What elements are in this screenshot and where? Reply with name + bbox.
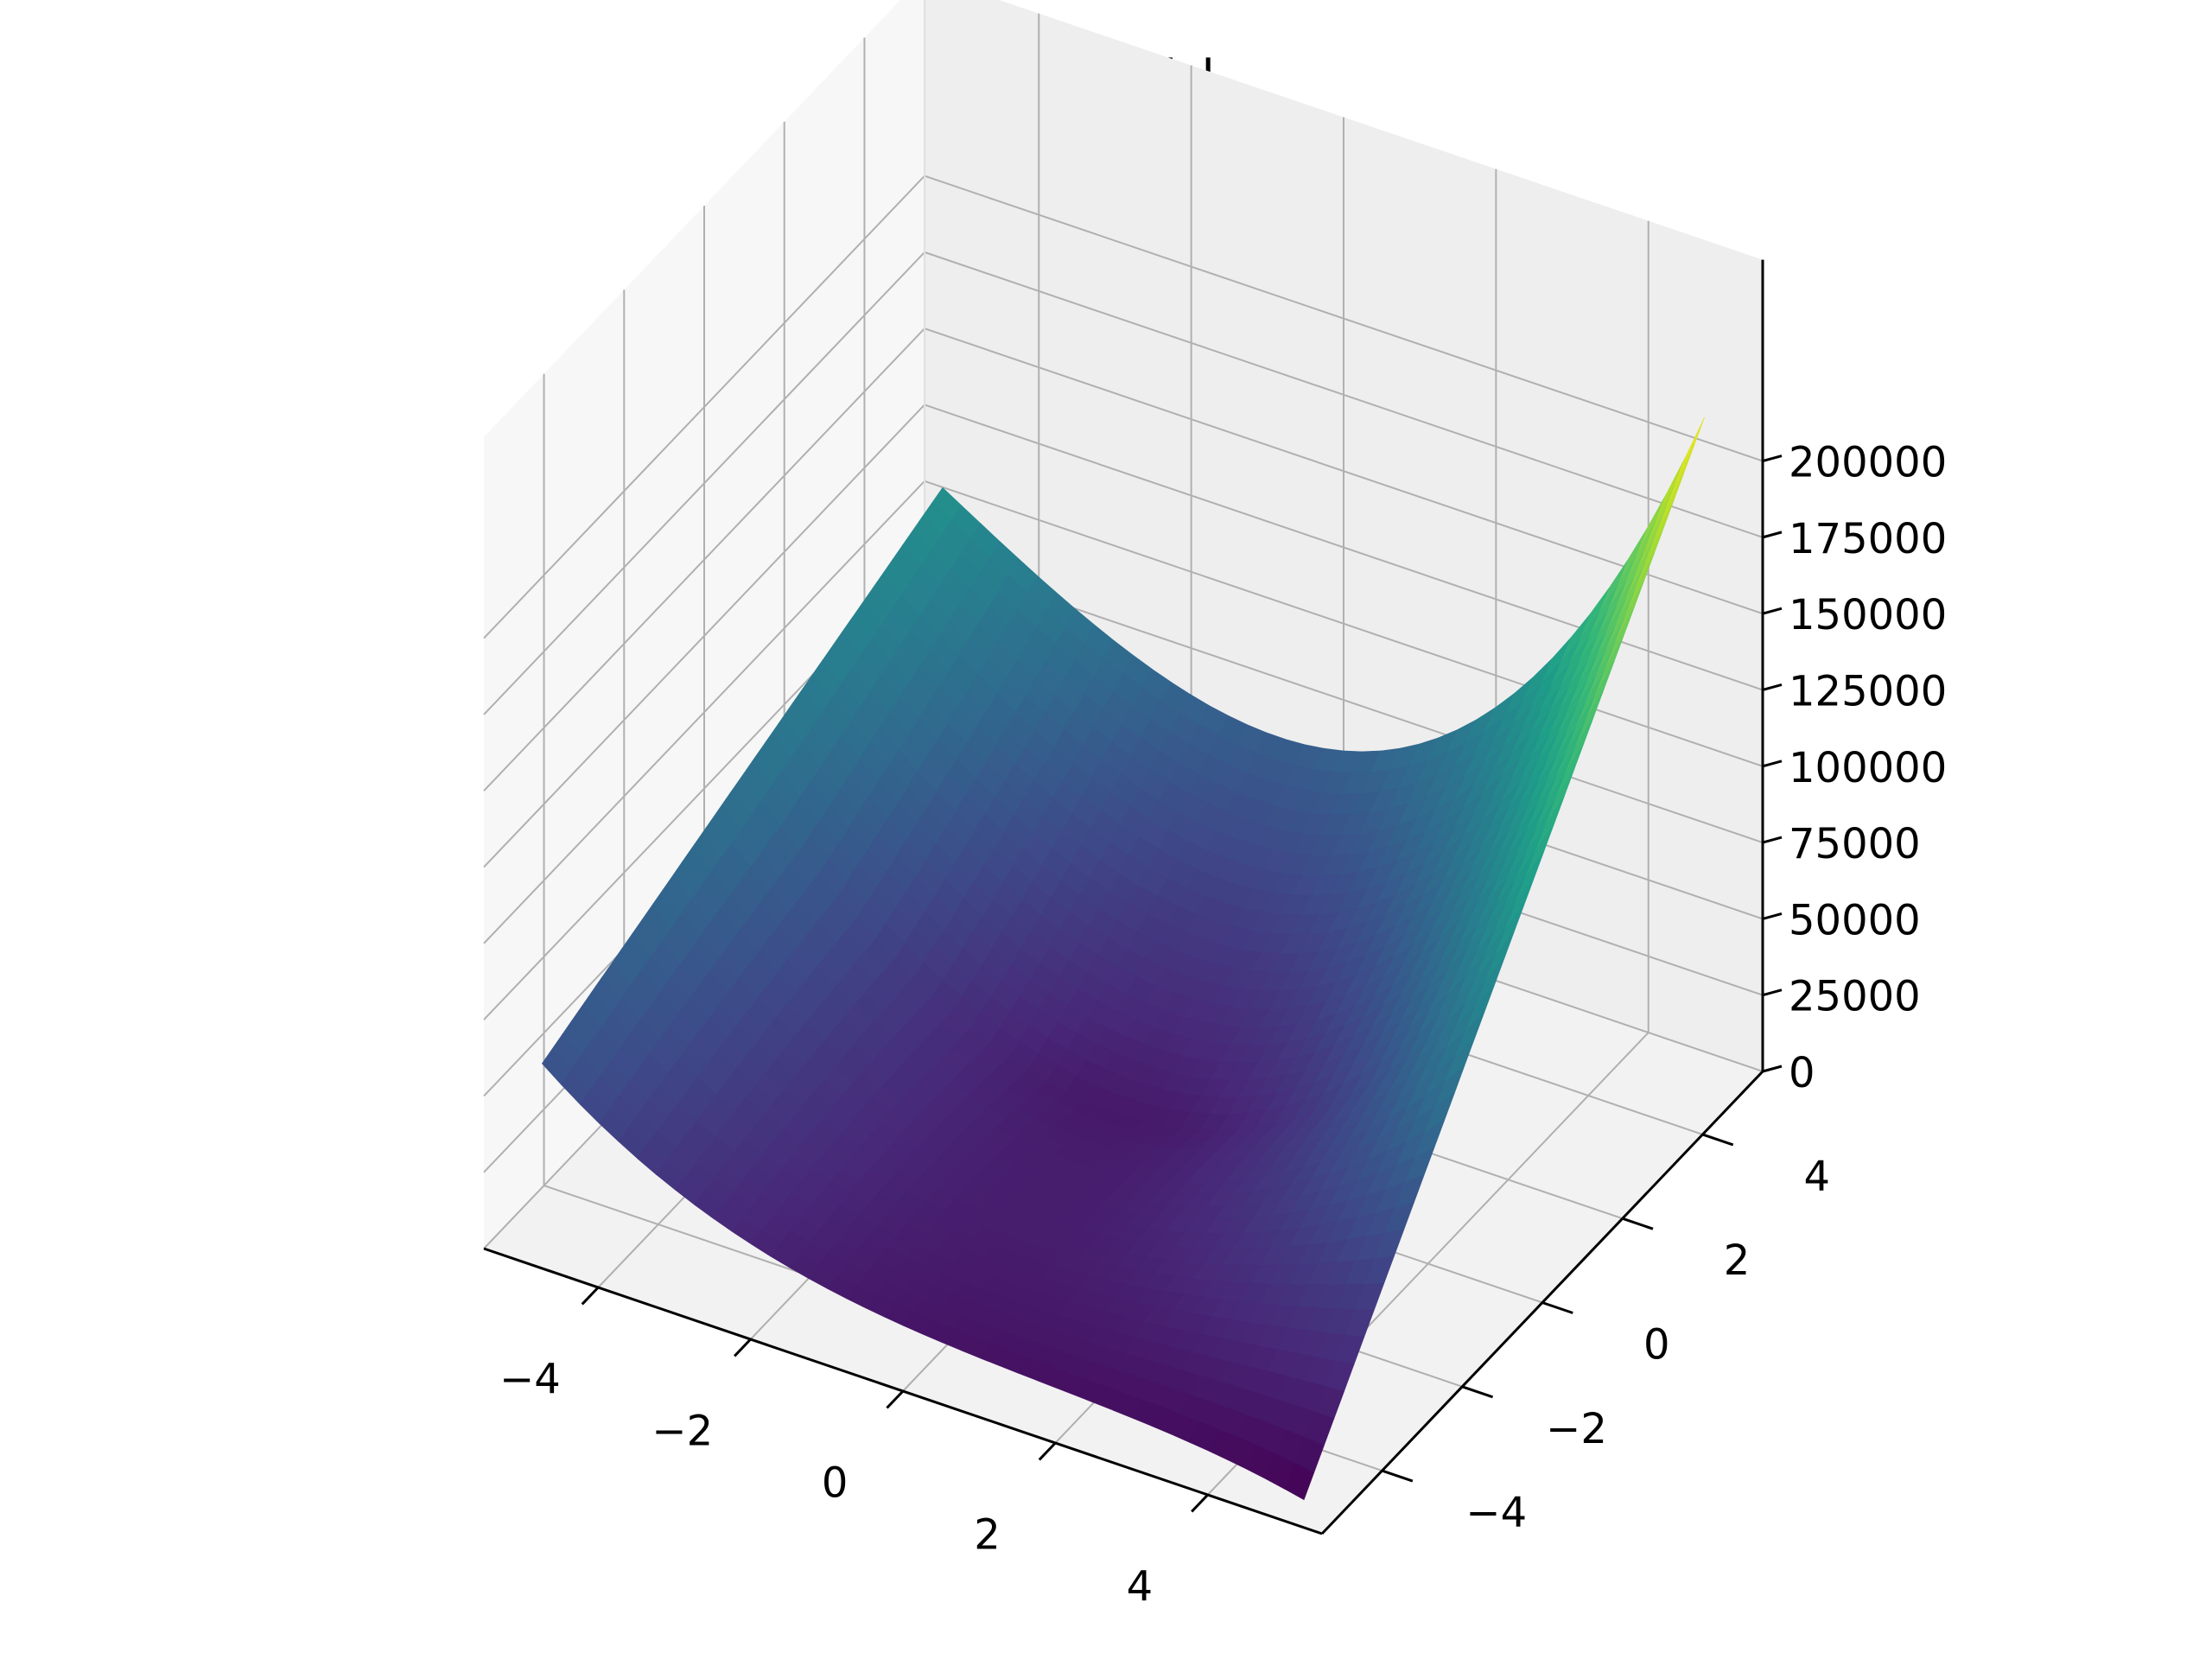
- z-tick: [1762, 1065, 1783, 1073]
- y-tick: [1541, 1301, 1573, 1314]
- grid-line-z: [924, 404, 1764, 691]
- x-tick-label: 4: [1127, 1563, 1154, 1611]
- grid-line-z: [483, 404, 925, 868]
- z-tick-label: 25000: [1789, 973, 1921, 1021]
- z-tick: [1762, 531, 1783, 539]
- z-tick-label: 150000: [1789, 591, 1947, 639]
- z-tick: [1762, 988, 1783, 997]
- x-tick: [1191, 1493, 1209, 1513]
- z-tick: [1762, 912, 1783, 920]
- y-tick: [1461, 1385, 1494, 1399]
- axis-lines: [483, 259, 1783, 1535]
- grid-line-z: [483, 327, 925, 791]
- y-tick: [1622, 1217, 1654, 1230]
- z-tick-label: 50000: [1789, 896, 1921, 944]
- surface-mesh: [541, 416, 1705, 1501]
- y-tick-label: 4: [1803, 1153, 1830, 1201]
- z-tick-label: 75000: [1789, 820, 1921, 868]
- grid-line-z: [924, 327, 1764, 615]
- y-tick: [1701, 1133, 1734, 1147]
- y-tick: [1382, 1469, 1414, 1483]
- y-tick-label: 0: [1643, 1321, 1670, 1370]
- z-tick-label: 200000: [1789, 439, 1947, 487]
- grid-line-z: [924, 251, 1764, 538]
- z-tick: [1762, 607, 1783, 615]
- z-tick: [1762, 683, 1783, 691]
- x-tick: [886, 1389, 905, 1409]
- grid-line-z: [924, 175, 1764, 462]
- grid-line-z: [483, 175, 925, 639]
- z-tick: [1762, 760, 1783, 768]
- grid-line-z: [924, 480, 1764, 767]
- surface-cell: [1284, 1463, 1315, 1501]
- grid-line-z: [483, 251, 925, 715]
- z-tick: [1762, 836, 1783, 844]
- z-tick: [1762, 454, 1783, 463]
- grid-line-z: [483, 480, 925, 944]
- z-tick-label: 175000: [1789, 515, 1947, 563]
- y-tick-label: 2: [1724, 1236, 1751, 1285]
- z-tick-label: 125000: [1789, 667, 1947, 715]
- x-tick: [581, 1286, 600, 1306]
- x-tick: [734, 1338, 752, 1357]
- z-tick-label: 100000: [1789, 744, 1947, 792]
- x-tick-label: −4: [499, 1356, 561, 1404]
- x-tick-label: 0: [822, 1459, 849, 1508]
- x-tick-label: 2: [974, 1511, 1001, 1560]
- x-tick-label: −2: [652, 1408, 713, 1456]
- tick-labels: −4 −2 0 2 4 −4 −2 0 2 4 0 25000 50000 75000 100000 1250…: [499, 439, 1947, 1611]
- z-tick-label: 0: [1789, 1049, 1815, 1097]
- y-tick-label: −2: [1546, 1405, 1607, 1453]
- x-tick: [1038, 1441, 1057, 1461]
- y-tick-label: −4: [1465, 1489, 1527, 1537]
